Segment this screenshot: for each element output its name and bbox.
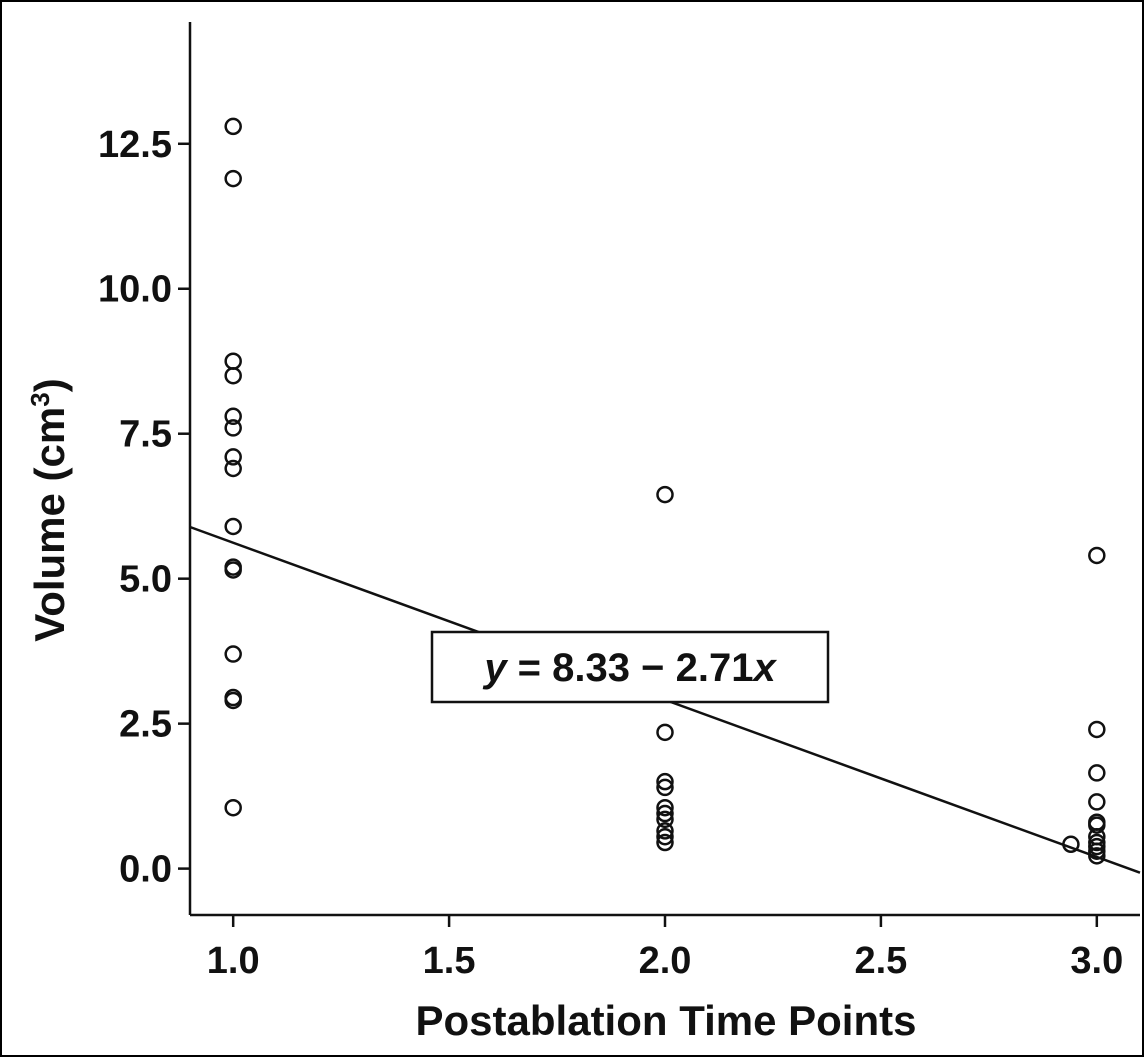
data-point	[224, 691, 242, 710]
data-point	[224, 407, 242, 426]
data-point	[656, 822, 674, 840]
x-tick-label: 1.0	[207, 940, 260, 982]
equation-y: y	[482, 646, 508, 690]
data-point	[656, 798, 674, 817]
y-tick-label: 10.0	[98, 269, 172, 311]
x-tick-label: 3.0	[1070, 940, 1123, 982]
data-point	[1088, 816, 1106, 834]
data-point	[224, 117, 242, 136]
data-point	[1088, 546, 1106, 565]
y-tick-label: 0.0	[119, 849, 172, 891]
data-point	[224, 169, 242, 188]
data-point	[656, 778, 674, 797]
data-point	[1088, 720, 1106, 739]
data-points	[224, 117, 1106, 865]
equation-annotation: y = 8.33 − 2.71x	[430, 630, 830, 704]
x-tick-label: 1.5	[423, 940, 476, 982]
x-tick-label: 2.0	[639, 940, 692, 982]
data-point	[224, 419, 242, 437]
data-point	[224, 448, 242, 466]
data-point	[1088, 793, 1106, 811]
data-point	[656, 804, 674, 823]
x-axis-title: Postablation Time Points	[416, 997, 917, 1044]
axes: 0.0 2.5 5.0 7.5 10.0 12.5 1.0 1.5 2.0 2.5 3.0	[98, 22, 1140, 982]
data-point	[224, 798, 242, 817]
data-point	[1088, 764, 1106, 782]
equation-x: x	[751, 646, 777, 690]
y-axis-title: Volume (cm3)	[25, 378, 73, 641]
data-point	[1062, 835, 1080, 854]
y-axis-title-main: Volume (cm	[26, 407, 73, 642]
x-tick-label: 2.5	[854, 940, 907, 982]
data-point	[224, 459, 242, 478]
data-point	[224, 366, 242, 385]
data-point	[1088, 847, 1106, 865]
equation-middle: = 8.33 − 2.71	[507, 646, 754, 690]
data-point	[656, 827, 674, 846]
equation-text: y = 8.33 − 2.71x	[482, 646, 777, 690]
y-tick-label: 12.5	[98, 124, 172, 166]
data-point	[224, 352, 242, 370]
y-axis-title-superscript: 3	[25, 392, 55, 406]
data-point	[224, 561, 242, 579]
data-point	[224, 645, 242, 663]
y-tick-label: 5.0	[119, 559, 172, 601]
y-tick-label: 2.5	[119, 704, 172, 746]
y-axis-title-close: )	[26, 378, 73, 392]
data-point	[224, 517, 242, 536]
data-point	[656, 723, 674, 742]
data-point	[656, 485, 674, 504]
data-point	[656, 833, 674, 852]
data-point	[656, 810, 674, 829]
y-tick-label: 7.5	[119, 414, 172, 456]
data-point	[1088, 842, 1106, 860]
data-point	[656, 772, 674, 791]
equation-box	[430, 630, 830, 704]
data-point	[1088, 837, 1106, 856]
